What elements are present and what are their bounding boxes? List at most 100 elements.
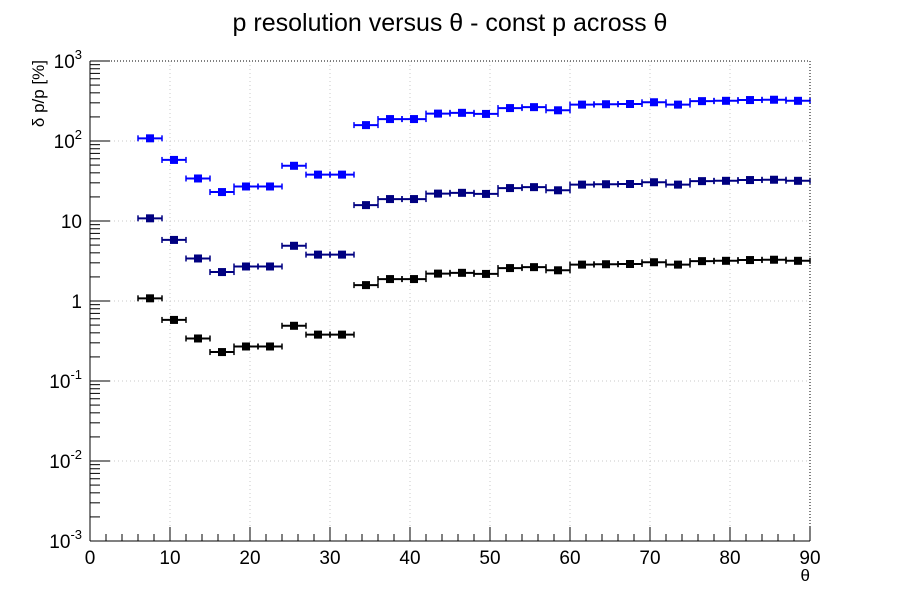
- data-point: [794, 96, 802, 105]
- data-point: [338, 170, 346, 179]
- data-point: [674, 260, 682, 269]
- x-tick-label: 80: [719, 548, 740, 569]
- data-point: [578, 260, 586, 269]
- data-point: [290, 161, 298, 170]
- data-point: [506, 104, 514, 113]
- x-tick-label: 70: [639, 548, 660, 569]
- data-point: [602, 100, 610, 109]
- y-tick-label: 10: [61, 212, 82, 233]
- data-point: [290, 321, 298, 330]
- series-1: [137, 95, 811, 197]
- data-point: [290, 241, 298, 250]
- data-point: [650, 178, 658, 187]
- data-point: [194, 254, 202, 263]
- data-point: [362, 121, 370, 130]
- data-point: [194, 174, 202, 183]
- data-point: [434, 109, 442, 118]
- data-point: [602, 260, 610, 269]
- data-point: [266, 342, 274, 351]
- data-point: [242, 182, 250, 191]
- data-point: [554, 106, 562, 115]
- data-point: [722, 256, 730, 265]
- data-point: [650, 258, 658, 267]
- series-2: [137, 175, 811, 277]
- data-point: [530, 103, 538, 112]
- data-point: [674, 100, 682, 109]
- data-point: [482, 269, 490, 278]
- x-tick-label: 30: [319, 548, 340, 569]
- x-tick-label: 20: [239, 548, 260, 569]
- data-point: [530, 263, 538, 272]
- x-tick-label: 10: [159, 548, 180, 569]
- chart-title: p resolution versus θ - const p across θ: [233, 9, 668, 37]
- data-point: [170, 155, 178, 164]
- data-point: [266, 182, 274, 191]
- data-point: [338, 330, 346, 339]
- data-point: [746, 96, 754, 105]
- data-point: [386, 115, 394, 124]
- data-point: [674, 180, 682, 189]
- data-point: [242, 342, 250, 351]
- data-point: [146, 134, 154, 143]
- x-tick-label: 40: [399, 548, 420, 569]
- grid: [90, 61, 810, 541]
- data-point: [794, 176, 802, 185]
- y-tick-label: 1: [71, 292, 82, 313]
- data-point: [698, 97, 706, 106]
- plot-area: [137, 95, 811, 357]
- data-point: [146, 294, 154, 303]
- data-point: [770, 95, 778, 104]
- data-point: [578, 180, 586, 189]
- data-point: [362, 281, 370, 290]
- data-point: [770, 175, 778, 184]
- x-tick-label: 60: [559, 548, 580, 569]
- y-tick-label: 102: [54, 127, 82, 153]
- data-point: [314, 330, 322, 339]
- data-point: [362, 201, 370, 210]
- data-point: [698, 257, 706, 266]
- data-point: [482, 109, 490, 118]
- data-point: [314, 250, 322, 259]
- data-point: [218, 268, 226, 277]
- axes: 0 10 20 30 40 50 60 70 80 90 10-3 10-2 10-1 1 10 102 103: [49, 47, 820, 569]
- data-point: [218, 188, 226, 197]
- data-point: [434, 189, 442, 198]
- y-tick-label: 10-2: [49, 447, 82, 473]
- data-point: [626, 100, 634, 109]
- data-point: [578, 100, 586, 109]
- series-3: [137, 255, 811, 357]
- y-tick-label: 10-1: [49, 367, 82, 393]
- data-point: [170, 315, 178, 324]
- data-point: [746, 256, 754, 265]
- data-point: [458, 188, 466, 197]
- x-tick-label: 90: [799, 548, 820, 569]
- data-point: [458, 268, 466, 277]
- x-tick-label: 0: [85, 548, 96, 569]
- data-point: [410, 195, 418, 204]
- y-axis-title: δ p/p [%]: [29, 60, 48, 127]
- data-point: [626, 180, 634, 189]
- data-point: [434, 269, 442, 278]
- data-point: [170, 235, 178, 244]
- data-point: [458, 108, 466, 117]
- data-point: [602, 180, 610, 189]
- data-point: [194, 334, 202, 343]
- data-point: [386, 195, 394, 204]
- data-point: [722, 96, 730, 105]
- data-point: [698, 177, 706, 186]
- data-point: [242, 262, 250, 271]
- data-point: [506, 184, 514, 193]
- data-point: [218, 348, 226, 357]
- data-point: [482, 189, 490, 198]
- x-tick-label: 50: [479, 548, 500, 569]
- y-tick-label: 10-3: [49, 527, 82, 553]
- data-point: [746, 176, 754, 185]
- data-point: [386, 275, 394, 284]
- data-point: [650, 98, 658, 107]
- data-point: [722, 176, 730, 185]
- data-point: [626, 260, 634, 269]
- data-point: [410, 115, 418, 124]
- data-point: [314, 170, 322, 179]
- data-point: [530, 183, 538, 192]
- data-point: [146, 214, 154, 223]
